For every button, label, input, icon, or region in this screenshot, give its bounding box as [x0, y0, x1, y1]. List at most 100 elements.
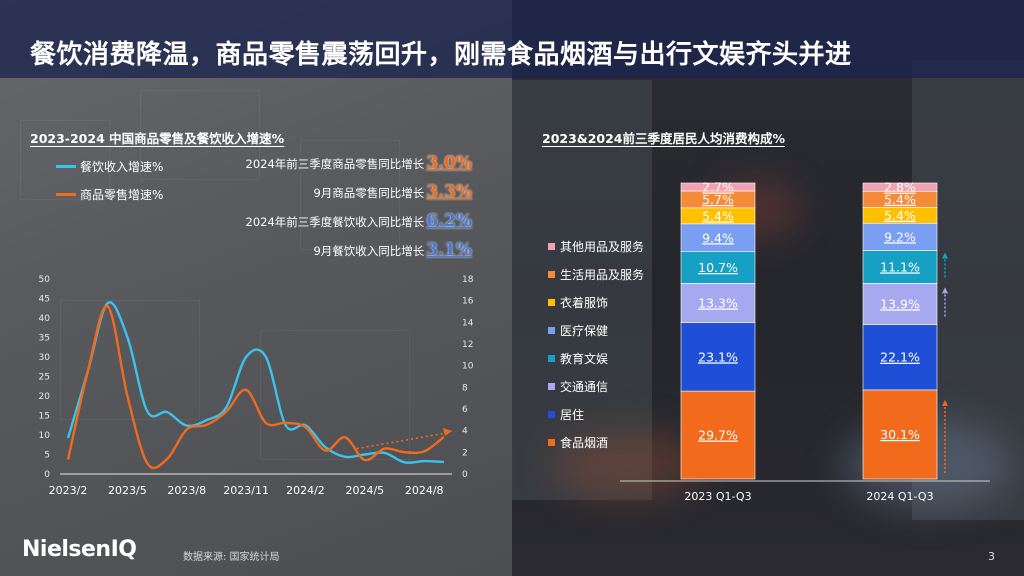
legend-retail-swatch — [56, 193, 76, 196]
y-left-tick-label: 45 — [39, 295, 50, 305]
bar-value-label: 9.4% — [702, 230, 734, 245]
stat-dining-sep-value: 3.1% — [426, 240, 472, 260]
y-left-tick-label: 40 — [39, 314, 51, 324]
bar-value-label: 29.7% — [698, 428, 738, 443]
bar-value-label: 10.7% — [698, 260, 738, 275]
stat-dining-sep: 9月餐饮收入同比增长 3.1% — [313, 240, 472, 260]
y-right-tick-label: 2 — [462, 448, 468, 458]
bar-value-label: 23.1% — [698, 349, 738, 364]
legend-swatch — [548, 298, 555, 306]
dining-growth-line — [66, 301, 445, 464]
x-tick-label: 2023/5 — [108, 484, 147, 497]
legend-swatch — [548, 410, 555, 418]
legend-label: 居住 — [560, 407, 585, 422]
y-left-tick-label: 50 — [39, 275, 51, 285]
x-tick-label: 2024/8 — [405, 484, 444, 497]
legend-item: 医疗保健 — [548, 316, 644, 344]
y-right-tick-label: 4 — [462, 427, 468, 437]
bar-value-label: 5.4% — [702, 208, 734, 223]
stat-dining-q1q3: 2024年前三季度餐饮收入同比增长 6.2% — [246, 211, 473, 231]
legend-label: 衣着服饰 — [560, 295, 609, 310]
bar-segment — [680, 390, 756, 480]
legend-retail: 商品零售增速% — [56, 186, 163, 203]
stat-retail-sep: 9月商品零售同比增长 3.3% — [313, 182, 472, 202]
legend-label: 教育文娱 — [560, 351, 609, 366]
page-title: 餐饮消费降温，商品零售震荡回升，刚需食品烟酒与出行文娱齐头并进 — [30, 40, 852, 70]
y-right-tick-label: 12 — [462, 340, 473, 350]
bar-value-label: 5.4% — [884, 192, 916, 207]
y-right-tick-label: 0 — [462, 470, 468, 480]
stacked-bar-chart: 29.7%23.1%13.3%10.7%9.4%5.4%5.7%2.7%2023… — [620, 179, 990, 503]
legend-dining-label: 餐饮收入增速% — [80, 160, 164, 174]
legend-item: 衣着服饰 — [548, 288, 644, 316]
stat-retail-sep-value: 3.3% — [426, 182, 472, 202]
stat-retail-sep-label: 9月商品零售同比增长 — [313, 186, 425, 200]
y-right-tick-label: 8 — [462, 383, 468, 393]
data-source: 数据来源: 国家统计局 — [183, 552, 280, 563]
legend-swatch — [548, 354, 555, 362]
bar-segment — [680, 182, 756, 192]
y-right-tick-label: 6 — [462, 405, 468, 415]
legend-label: 其他用品及服务 — [560, 239, 645, 254]
trend-arrow-line — [356, 432, 447, 450]
y-right-tick-label: 16 — [462, 297, 474, 307]
bar-value-label: 5.7% — [702, 192, 734, 207]
line-chart: 0 5 10 15 20 25 30 35 40 45 50 0 2 4 6 8 10 12 14 16 18 2023/… — [39, 275, 474, 497]
bar-value-label: 9.2% — [884, 229, 916, 244]
y-left-tick-label: 25 — [39, 373, 50, 383]
increase-arrowhead — [942, 252, 948, 259]
bar-value-label: 11.1% — [880, 259, 920, 274]
legend-swatch — [548, 270, 555, 278]
stat-retail-q1q3: 2024年前三季度商品零售同比增长 3.0% — [246, 153, 473, 173]
bar-segment — [680, 283, 756, 324]
bar-segment — [862, 283, 938, 325]
y-left-tick-label: 30 — [39, 353, 51, 363]
y-left-tick-label: 0 — [44, 470, 50, 480]
bar-value-label: 22.1% — [880, 350, 920, 365]
legend-label: 生活用品及服务 — [560, 267, 645, 282]
legend-item: 教育文娱 — [548, 344, 644, 372]
bar-value-label: 13.9% — [880, 296, 920, 311]
retail-growth-line — [66, 305, 445, 470]
trend-arrowhead — [443, 428, 452, 437]
x-tick-label: 2023/2 — [49, 484, 88, 497]
title-bar — [0, 0, 1024, 78]
bar-segment — [680, 223, 756, 252]
bar-value-label: 5.4% — [884, 208, 916, 223]
bar-category-label: 2023 Q1-Q3 — [684, 490, 751, 503]
legend-item: 食品烟酒 — [548, 428, 644, 456]
legend-item: 生活用品及服务 — [548, 260, 644, 288]
bar-value-label: 13.3% — [698, 296, 738, 311]
x-tick-label: 2024/5 — [345, 484, 384, 497]
bar-value-label: 2.8% — [884, 180, 916, 195]
stat-dining-q1q3-value: 6.2% — [426, 211, 472, 231]
increase-arrowhead — [942, 399, 948, 406]
x-tick-label: 2023/8 — [167, 484, 206, 497]
bar-value-label: 30.1% — [880, 427, 920, 442]
legend-dining-swatch — [56, 165, 76, 168]
bar-segment — [862, 389, 938, 480]
y-left-tick-label: 5 — [44, 451, 50, 461]
legend-item: 居住 — [548, 400, 644, 428]
stat-dining-q1q3-label: 2024年前三季度餐饮收入同比增长 — [245, 215, 425, 229]
increase-arrowhead — [942, 287, 948, 294]
y-left-tick-label: 15 — [39, 412, 50, 422]
legend-label: 交通通信 — [560, 379, 609, 394]
nielseniq-logo: NielsenIQ — [22, 537, 137, 562]
bar-category-label: 2024 Q1-Q3 — [866, 490, 933, 503]
bar-segment — [862, 222, 938, 251]
y-right-tick-label: 18 — [462, 275, 474, 285]
legend-swatch — [548, 326, 555, 334]
legend-item: 其他用品及服务 — [548, 232, 644, 260]
x-tick-label: 2024/2 — [286, 484, 325, 497]
y-right-tick-label: 10 — [462, 362, 474, 372]
right-chart-title: 2023&2024前三季度居民人均消费构成% — [542, 131, 786, 146]
bar-segment — [862, 324, 938, 391]
legend-label: 医疗保健 — [560, 323, 609, 338]
legend-swatch — [548, 242, 555, 250]
bar-value-label: 2.7% — [702, 179, 734, 194]
y-left-tick-label: 35 — [39, 334, 50, 344]
legend-retail-label: 商品零售增速% — [80, 188, 164, 202]
page-number: 3 — [988, 550, 995, 563]
legend-label: 食品烟酒 — [560, 435, 609, 450]
